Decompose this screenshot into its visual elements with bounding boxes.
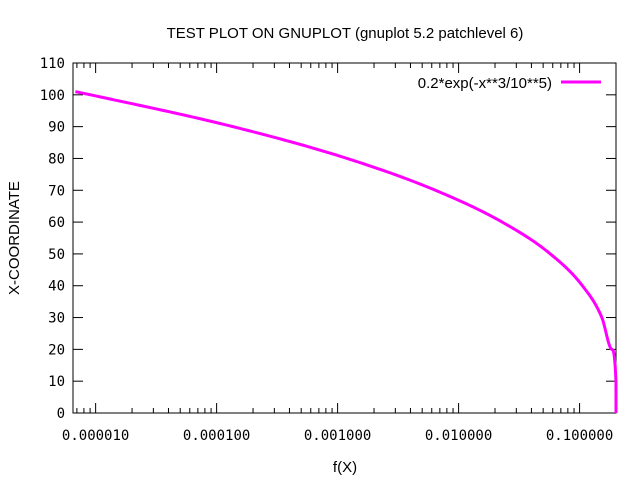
y-tick-label: 60 — [48, 215, 65, 231]
y-tick-label: 110 — [40, 56, 65, 72]
x-tick-label: 0.000010 — [62, 428, 129, 444]
y-axis-label: X-COORDINATE — [6, 181, 23, 295]
legend-label: 0.2*exp(-x**3/10**5) — [418, 75, 552, 92]
legend: 0.2*exp(-x**3/10**5) — [418, 75, 601, 92]
y-tick-label: 10 — [48, 374, 65, 390]
y-tick-label: 40 — [48, 279, 65, 295]
y-tick-label: 20 — [48, 342, 65, 358]
y-axis-ticks: 0 10 20 30 40 50 60 70 80 90 100 110 — [40, 56, 616, 422]
x-axis-ticks: 0.000010 0.000100 0.001000 0.010000 0.100000 — [62, 63, 617, 444]
plot-frame — [72, 62, 617, 414]
series-layer — [74, 90, 618, 414]
series-line — [74, 90, 618, 414]
x-tick-label: 0.100000 — [546, 428, 613, 444]
x-tick-label: 0.010000 — [425, 428, 492, 444]
y-tick-label: 70 — [48, 183, 65, 199]
y-tick-label: 90 — [48, 120, 65, 136]
chart-title: TEST PLOT ON GNUPLOT (gnuplot 5.2 patchl… — [167, 25, 524, 42]
x-axis-label: f(X) — [333, 459, 357, 476]
x-tick-label: 0.000100 — [183, 428, 250, 444]
y-tick-label: 0 — [57, 406, 65, 422]
x-tick-label: 0.001000 — [304, 428, 371, 444]
y-tick-label: 100 — [40, 88, 65, 104]
y-tick-label: 80 — [48, 151, 65, 167]
y-tick-label: 50 — [48, 247, 65, 263]
y-tick-label: 30 — [48, 311, 65, 327]
